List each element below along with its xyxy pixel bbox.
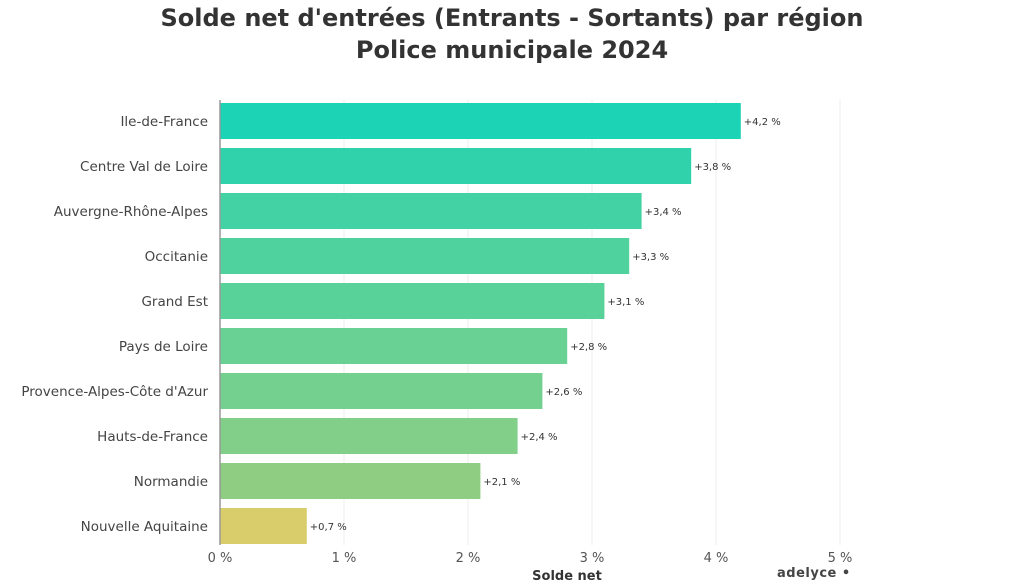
- x-tick-label: 4 %: [704, 551, 729, 566]
- bar: [220, 463, 481, 499]
- bar: [220, 508, 307, 544]
- chart-subtitle: Police municipale 2024: [355, 36, 669, 64]
- bar: [220, 148, 692, 184]
- bar: [220, 418, 518, 454]
- bar: [220, 283, 605, 319]
- data-label: +2,8 %: [570, 342, 607, 353]
- data-label: +3,1 %: [607, 297, 644, 308]
- category-label: Grand Est: [141, 294, 208, 310]
- bar: [220, 103, 741, 139]
- data-label: +4,2 %: [744, 117, 781, 128]
- data-label: +0,7 %: [310, 522, 347, 533]
- bar: [220, 328, 568, 364]
- x-axis-title: Solde net: [532, 569, 602, 584]
- x-tick-label: 3 %: [580, 551, 605, 566]
- data-label: +2,4 %: [521, 432, 558, 443]
- brand-logo: adelyce •: [777, 566, 851, 581]
- bar: [220, 238, 630, 274]
- category-label: Ile-de-France: [120, 114, 208, 130]
- category-label: Pays de Loire: [119, 339, 208, 355]
- data-label: +2,6 %: [545, 387, 582, 398]
- x-tick-label: 5 %: [828, 551, 853, 566]
- category-label: Auvergne-Rhône-Alpes: [54, 204, 208, 220]
- chart-title: Solde net d'entrées (Entrants - Sortants…: [160, 4, 864, 32]
- category-label: Hauts-de-France: [97, 429, 208, 445]
- category-label: Provence-Alpes-Côte d'Azur: [21, 384, 208, 400]
- bar: [220, 373, 543, 409]
- category-label: Nouvelle Aquitaine: [81, 519, 208, 535]
- category-label: Centre Val de Loire: [80, 159, 208, 175]
- category-label: Normandie: [134, 474, 208, 490]
- data-label: +3,8 %: [694, 162, 731, 173]
- x-tick-label: 1 %: [332, 551, 357, 566]
- data-label: +3,4 %: [645, 207, 682, 218]
- data-label: +3,3 %: [632, 252, 669, 263]
- data-label: +2,1 %: [483, 477, 520, 488]
- category-label: Occitanie: [145, 249, 208, 265]
- x-tick-label: 2 %: [456, 551, 481, 566]
- x-tick-label: 0 %: [208, 551, 233, 566]
- bar: [220, 193, 642, 229]
